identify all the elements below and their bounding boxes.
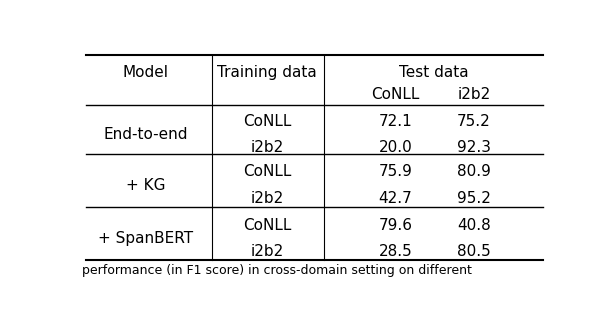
Text: + SpanBERT: + SpanBERT <box>98 231 193 246</box>
Text: 95.2: 95.2 <box>457 191 491 206</box>
Text: 79.6: 79.6 <box>379 218 413 233</box>
Text: CoNLL: CoNLL <box>243 218 291 233</box>
Text: 75.9: 75.9 <box>379 164 413 179</box>
Text: CoNLL: CoNLL <box>371 87 420 102</box>
Text: 42.7: 42.7 <box>379 191 413 206</box>
Text: CoNLL: CoNLL <box>243 164 291 179</box>
Text: 28.5: 28.5 <box>379 244 413 259</box>
Text: End-to-end: End-to-end <box>104 127 188 142</box>
Text: + KG: + KG <box>126 178 166 193</box>
Text: 80.5: 80.5 <box>457 244 491 259</box>
Text: i2b2: i2b2 <box>251 244 284 259</box>
Text: 80.9: 80.9 <box>457 164 491 179</box>
Text: CoNLL: CoNLL <box>243 114 291 129</box>
Text: performance (in F1 score) in cross-domain setting on different: performance (in F1 score) in cross-domai… <box>82 264 472 278</box>
Text: Model: Model <box>123 65 169 80</box>
Text: 92.3: 92.3 <box>457 140 491 155</box>
Text: i2b2: i2b2 <box>457 87 491 102</box>
Text: 20.0: 20.0 <box>379 140 413 155</box>
Text: Test data: Test data <box>399 65 468 80</box>
Text: i2b2: i2b2 <box>251 191 284 206</box>
Text: 75.2: 75.2 <box>457 114 491 129</box>
Text: i2b2: i2b2 <box>251 140 284 155</box>
Text: Training data: Training data <box>217 65 317 80</box>
Text: 40.8: 40.8 <box>457 218 491 233</box>
Text: 72.1: 72.1 <box>379 114 413 129</box>
